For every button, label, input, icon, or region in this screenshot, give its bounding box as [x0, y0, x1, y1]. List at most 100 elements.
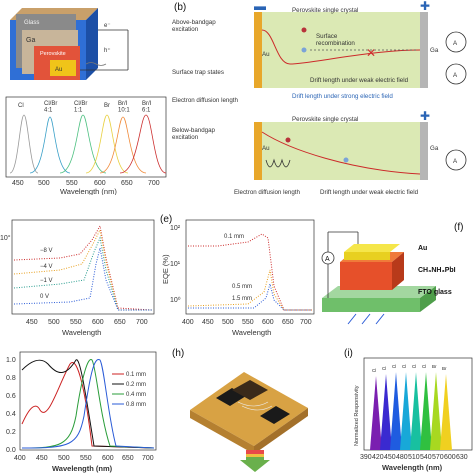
perovskite-label: Perovskite [40, 51, 66, 57]
label-0v: 0 V [40, 294, 49, 300]
x-tick: 630 [456, 454, 468, 461]
legend-label: 0.8 mm [126, 402, 146, 408]
top-ammeter-label: A [453, 40, 458, 47]
y-tick: 1.0 [6, 357, 16, 364]
bottom-ammeter-label: A [453, 158, 458, 165]
top-ga-label: Ga [430, 47, 439, 54]
ammeter-icon [321, 251, 335, 265]
x-tick: 550 [242, 319, 254, 326]
top-excitation-label: Above-bandgap excitation [172, 19, 216, 33]
y-tick: 0.2 [6, 429, 16, 436]
au-layer-label: Au [418, 245, 427, 252]
panel-f-device-stack: (f) Au CH₃NH₃PbI FTO glass A [321, 222, 463, 325]
peak-label-bri101: Br/I 10:1 [118, 101, 130, 114]
curve-0p5mm [187, 269, 312, 311]
curve-minus1v [13, 236, 152, 311]
x-ticks: 400 450 500 550 600 650 700 [182, 319, 312, 326]
peak-label: Cl [372, 368, 376, 373]
ammeter-label: A [325, 256, 330, 263]
top-ammeter-2-label: A [453, 72, 458, 79]
curve-0p8mm [21, 359, 155, 449]
peak-green [420, 372, 432, 450]
peak-label-clbr41: Cl/Br 4:1 [44, 101, 57, 114]
curve-minus4v [13, 228, 152, 311]
peak-label: Cl [402, 364, 406, 369]
pl-curve-bri101 [99, 116, 147, 174]
top-hole-icon [301, 47, 307, 53]
pl-curve-br [85, 114, 129, 174]
x-tick: 420 [372, 454, 384, 461]
x-axis-label: Wavelength (nm) [60, 187, 117, 195]
pl-curve-cl [9, 114, 39, 174]
y-tick: 10¹ [170, 261, 181, 268]
bottom-trap-wiggle [265, 158, 291, 168]
x-tick: 700 [148, 180, 160, 187]
pl-spectra-panel: Cl Cl/Br 4:1 Cl/Br 1:1 Br Br/I 10:1 Br/I 6:1… [5, 96, 167, 195]
bottom-plus-icon: ✚ [420, 109, 430, 123]
x-tick: 600 [92, 319, 104, 326]
top-au-label: Au [262, 51, 270, 58]
top-electron-diffusion: Electron diffusion length [172, 97, 238, 104]
bottom-block-title: Perovskite single crystal [292, 116, 358, 123]
peak-lime [430, 372, 442, 450]
x-tick: 450 [384, 454, 396, 461]
x-tick: 600 [444, 454, 456, 461]
legend-label: 0.4 mm [126, 392, 146, 398]
top-drift-strong: Drift length under strong electric field [292, 93, 393, 100]
y-tick: 0.8 [6, 375, 16, 382]
ga-label: Ga [26, 37, 35, 44]
curve-0p4mm [21, 359, 155, 449]
responsivity-peaks [370, 372, 452, 450]
label-minus4v: −4 V [40, 264, 53, 270]
panel-e-thickness-eqe: (e) 10² 10¹ 10⁰ EQE (%) 0.1 mm 0.5 mm 1.… [160, 214, 315, 337]
y-tick: 10° [0, 234, 11, 242]
x-tick: 500 [58, 455, 70, 462]
recombination-cross-icon: ✕ [366, 46, 376, 60]
curve-1p5mm [188, 282, 312, 311]
bond-wires [237, 401, 273, 411]
curve-0p1mm [21, 362, 155, 449]
y-axis-label: EQE (%) [161, 254, 170, 284]
x-tick: 480 [396, 454, 408, 461]
y-tick: 10⁰ [170, 296, 181, 304]
peak-label: Cl [392, 364, 396, 369]
curve-0v [13, 247, 152, 311]
x-axis-label: Wavelength [232, 328, 271, 337]
panel-i-responsivity: (i) Normalized Responsivity Cl Cl Cl Cl … [344, 348, 473, 472]
top-ammeter-2-icon [445, 63, 467, 85]
peak-label: Cl [382, 366, 386, 371]
bottom-band-curve [261, 131, 421, 175]
x-tick: 450 [12, 180, 24, 187]
x-tick: 700 [136, 319, 148, 326]
x-tick: 700 [300, 319, 312, 326]
x-tick: 540 [420, 454, 432, 461]
x-tick: 500 [38, 180, 50, 187]
panel-letter-e: (e) [160, 214, 172, 225]
x-tick: 650 [122, 455, 134, 462]
curve-0p1mm [188, 233, 312, 311]
x-tick: 570 [432, 454, 444, 461]
bottom-electron-diffusion: Electron diffusion length [234, 189, 300, 196]
peak-teal [410, 372, 422, 450]
peak-yellow [440, 374, 452, 450]
top-surface-recombination: Surface recombination [316, 33, 355, 47]
electron-label: e⁻ [104, 23, 111, 29]
peak-label: Cl [412, 364, 416, 369]
bottom-au-label: Au [262, 145, 270, 152]
top-plus-icon: ✚ [420, 0, 430, 13]
peak-indigo [380, 374, 392, 450]
panel-g-normalized-spectra: 1.0 0.8 0.6 0.4 0.2 0.0 0.1 mm 0.2 mm 0.… [6, 351, 157, 473]
curve-minus8v [13, 224, 153, 311]
y-tick: 0.6 [6, 393, 16, 400]
bottom-drift-weak: Drift length under weak electric field [320, 189, 419, 196]
y-tick: 0.4 [6, 411, 16, 418]
bottom-ammeter-icon [445, 149, 467, 171]
bottom-hole-icon [343, 157, 349, 163]
panel-letter-i: (i) [344, 348, 353, 359]
peak-label: Br [432, 364, 437, 369]
legend-label: 0.1 mm [126, 372, 146, 378]
x-tick: 390 [360, 454, 372, 461]
top-block-title: Perovskite single crystal [292, 7, 358, 14]
top-surface-trap-states: Surface trap states [172, 69, 224, 76]
x-tick: 550 [70, 319, 82, 326]
